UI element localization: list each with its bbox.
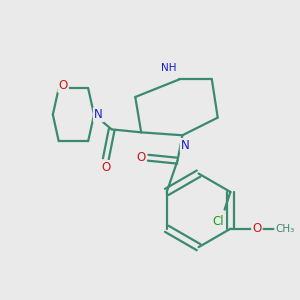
Text: O: O (252, 222, 262, 235)
Text: O: O (58, 79, 68, 92)
Text: N: N (94, 108, 103, 121)
Text: N: N (181, 139, 190, 152)
Text: NH: NH (161, 63, 177, 73)
Text: CH₃: CH₃ (275, 224, 295, 234)
Text: Cl: Cl (213, 215, 224, 228)
Text: O: O (101, 161, 110, 174)
Text: O: O (136, 151, 145, 164)
